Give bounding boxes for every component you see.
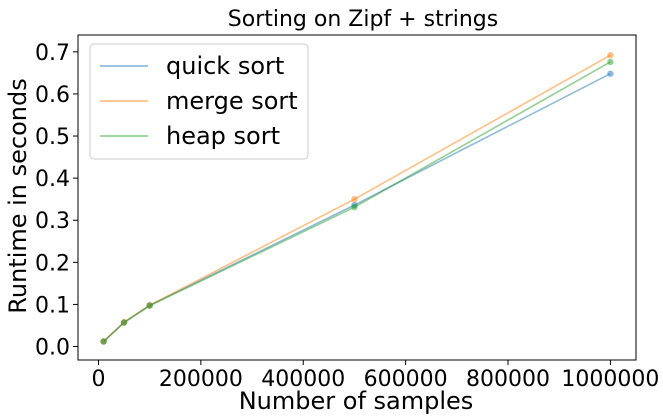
x-tick-label: 400000 (261, 367, 345, 392)
plot-area (100, 52, 614, 345)
x-tick-label: 0 (91, 367, 105, 392)
data-point-merge-sort (351, 195, 358, 203)
y-tick-label: 0.0 (35, 336, 70, 361)
x-tick-label: 800000 (466, 367, 550, 392)
data-point-heap-sort (607, 58, 614, 66)
legend-label-quick-sort: quick sort (166, 52, 284, 80)
legend-label-heap-sort: heap sort (166, 122, 280, 150)
y-tick-label: 0.6 (35, 83, 70, 108)
x-tick-label: 1000000 (561, 367, 659, 392)
y-tick-label: 0.4 (35, 167, 70, 192)
data-point-heap-sort (146, 302, 153, 309)
data-point-quick-sort (607, 70, 614, 77)
chart-title: Sorting on Zipf + strings (228, 7, 498, 32)
legend: quick sort merge sort heap sort (89, 43, 309, 160)
x-axis-label: Number of samples (239, 387, 474, 415)
data-point-heap-sort (100, 338, 107, 345)
data-point-merge-sort (607, 52, 614, 59)
y-axis-label: Runtime in seconds (4, 78, 32, 313)
y-tick-label: 0.1 (35, 293, 70, 318)
x-tick-label: 200000 (159, 367, 243, 392)
y-tick-label: 0.2 (35, 251, 70, 276)
axes: 0 200000 400000 600000 800000 1000000 0.0 0.1 0.… (35, 34, 659, 392)
y-tick-label: 0.7 (35, 41, 70, 66)
legend-box (89, 43, 309, 160)
y-tick-label: 0.5 (35, 125, 70, 150)
x-tick-label: 600000 (364, 367, 448, 392)
plot-frame (77, 34, 637, 361)
y-tick-label: 0.3 (35, 209, 70, 234)
legend-label-merge-sort: merge sort (166, 87, 298, 115)
data-point-heap-sort (120, 319, 128, 326)
data-point-heap-sort (351, 203, 358, 211)
